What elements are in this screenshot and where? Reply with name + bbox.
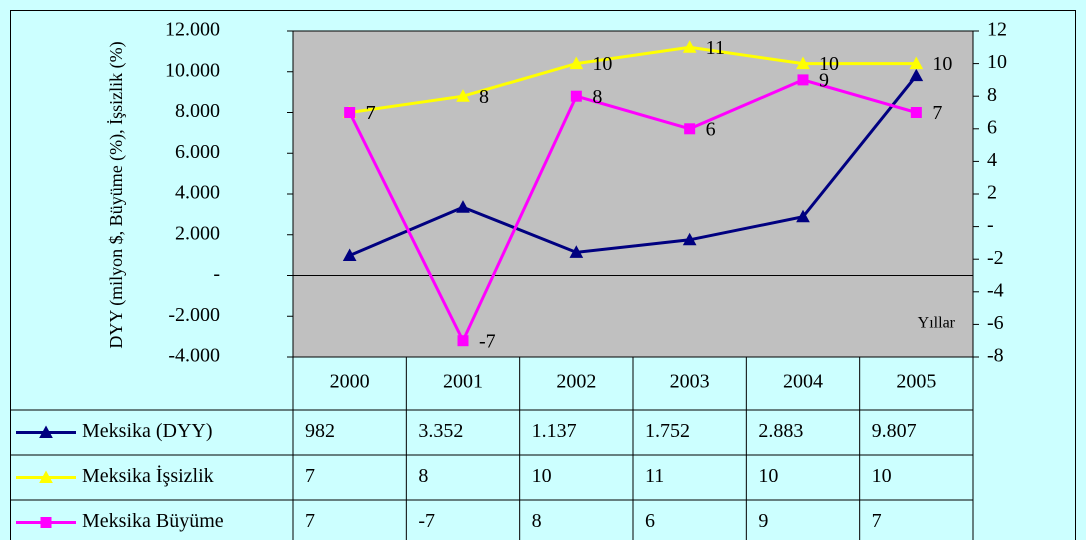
y-tick-label: 12.000 [165, 19, 220, 41]
table-cell: 7 [872, 510, 882, 532]
table-cell: 10 [872, 465, 892, 487]
marker [569, 56, 584, 70]
marker [457, 335, 469, 347]
data-label: 10 [592, 53, 612, 75]
marker [344, 107, 356, 118]
x-tick-label: 2001 [443, 371, 483, 393]
marker [682, 232, 697, 246]
table-cell: 10 [532, 465, 552, 487]
y-axis-title: DYY (milyon $, Büyüme (%), İşsizlik (%) [106, 41, 127, 348]
y-tick-label: 8.000 [175, 100, 220, 122]
table-cell: 1.137 [532, 420, 577, 442]
data-label: 8 [592, 86, 602, 108]
data-label: 7 [366, 102, 376, 124]
plot-area [292, 30, 974, 358]
y-tick-label: 6.000 [175, 141, 220, 163]
table-cell: 10 [758, 465, 778, 487]
y-tick-label: 10.000 [165, 59, 220, 81]
marker [570, 90, 582, 102]
y2-tick-label: -2 [987, 247, 1004, 269]
table-cell: 8 [418, 465, 428, 487]
data-label: 10 [819, 53, 839, 75]
marker [456, 200, 470, 213]
y-tick-label: - [213, 263, 220, 285]
table-cell: 982 [305, 420, 335, 442]
y2-tick-label: - [987, 214, 994, 236]
x-tick-label: 2005 [896, 371, 936, 393]
data-label: 11 [706, 37, 725, 59]
y2-tick-label: 10 [987, 51, 1007, 73]
table-cell: 7 [305, 465, 315, 487]
data-label: -7 [479, 330, 496, 352]
legend-marker [39, 425, 53, 438]
y2-tick-label: 4 [987, 149, 997, 171]
marker [684, 123, 696, 135]
marker [796, 56, 810, 70]
marker [797, 74, 809, 86]
legend-label: Meksika (DYY) [82, 420, 213, 442]
x-tick-label: 2003 [670, 371, 710, 393]
table-cell: 11 [645, 465, 664, 487]
table-cell: -7 [418, 510, 435, 532]
y2-tick-label: -8 [987, 345, 1004, 367]
y2-tick-label: -6 [987, 312, 1004, 334]
legend-label: Meksika Büyüme [82, 510, 224, 532]
x-tick-label: 2004 [783, 371, 823, 393]
marker [342, 248, 357, 261]
marker [910, 107, 922, 118]
table-cell: 2.883 [758, 420, 803, 442]
data-label: 7 [932, 102, 942, 124]
x-tick-label: 2000 [330, 371, 370, 393]
table-cell: 9 [758, 510, 768, 532]
table-cell: 8 [532, 510, 542, 532]
series-line [348, 78, 917, 345]
data-label: 7 [366, 102, 376, 124]
data-label: 8 [479, 86, 489, 108]
data-label: 10 [932, 53, 952, 75]
x-axis-title: Yıllar [918, 315, 956, 332]
y-tick-label: -2.000 [168, 304, 220, 326]
series-line [349, 45, 917, 114]
y2-tick-label: -4 [987, 279, 1004, 301]
data-label: 9 [819, 69, 829, 91]
table-cell: 1.752 [645, 420, 690, 442]
marker [569, 245, 584, 258]
legend-label: Meksika İşsizlik [82, 464, 214, 487]
series-line [349, 74, 918, 257]
marker [909, 68, 924, 82]
marker [909, 56, 924, 70]
table-cell: 6 [645, 510, 655, 532]
y-tick-label: 2.000 [175, 222, 220, 244]
legend-marker [40, 517, 52, 528]
y2-tick-label: 8 [987, 84, 997, 106]
y2-tick-label: 2 [987, 182, 997, 204]
y2-tick-label: 12 [987, 19, 1007, 41]
y-tick-label: -4.000 [168, 345, 220, 367]
marker [682, 40, 697, 53]
x-tick-label: 2002 [556, 371, 596, 393]
chart-border [10, 10, 1076, 540]
data-label: 6 [706, 118, 716, 140]
marker [796, 209, 810, 223]
table-cell: 3.352 [418, 420, 463, 442]
legend-marker [39, 470, 53, 483]
table-cell: 9.807 [872, 420, 917, 442]
y-tick-label: 4.000 [175, 182, 220, 204]
y2-tick-label: 6 [987, 116, 997, 138]
marker [456, 89, 470, 102]
table-cell: 7 [305, 510, 315, 532]
